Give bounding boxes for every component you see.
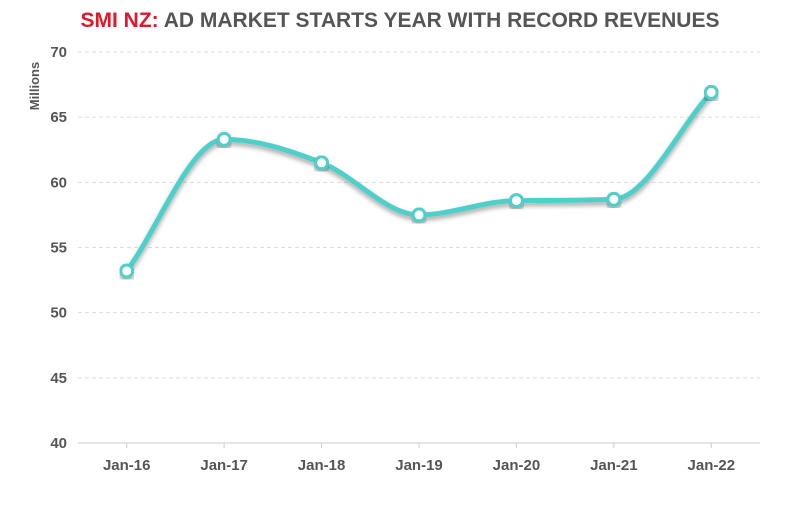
markers: [119, 84, 719, 279]
data-point-jan-20: [508, 193, 524, 209]
y-axis-title: Millions: [27, 62, 42, 110]
y-tick-label: 50: [50, 305, 67, 322]
y-tick-label: 40: [50, 435, 67, 452]
chart-title-text: AD MARKET STARTS YEAR WITH RECORD REVENU…: [163, 9, 720, 32]
y-tick-label: 45: [50, 370, 67, 387]
x-tick-label: Jan-19: [395, 457, 443, 474]
x-tick-label: Jan-18: [298, 457, 346, 474]
data-point-jan-16: [119, 263, 135, 279]
data-point-jan-18: [314, 155, 330, 171]
series: [124, 89, 714, 274]
y-tick-label: 65: [50, 109, 67, 126]
x-tick-label: Jan-21: [590, 457, 638, 474]
x-tick-label: Jan-22: [688, 457, 736, 474]
x-tick-label: Jan-17: [200, 457, 248, 474]
chart-title: SMI NZ: AD MARKET STARTS YEAR WITH RECOR…: [0, 9, 800, 33]
x-tick-label: Jan-16: [103, 457, 151, 474]
series-line: [124, 89, 714, 274]
x-tick-label: Jan-20: [493, 457, 541, 474]
chart-title-brand: SMI NZ:: [80, 9, 159, 32]
y-tick-label: 70: [50, 44, 67, 61]
data-point-jan-21: [606, 191, 622, 207]
y-tick-label: 55: [50, 240, 67, 257]
data-point-jan-17: [216, 131, 232, 147]
y-tick-label: 60: [50, 174, 67, 191]
data-point-jan-19: [411, 207, 427, 223]
data-point-jan-22: [703, 84, 719, 100]
axes: 40 45 50 55 60 65 70 Jan-16 Jan-17 Jan-18 Jan-19 Ja…: [27, 44, 760, 474]
